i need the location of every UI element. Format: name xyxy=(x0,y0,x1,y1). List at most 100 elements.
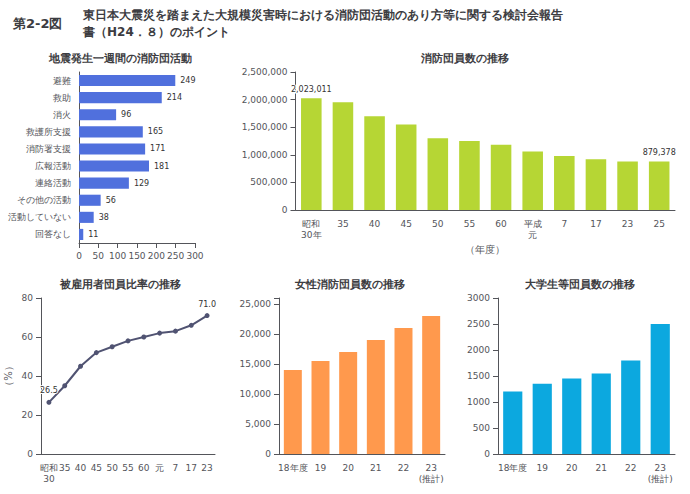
svg-text:500,000: 500,000 xyxy=(250,177,287,187)
svg-text:（%）: （%） xyxy=(3,361,14,391)
svg-text:80: 80 xyxy=(22,293,34,303)
svg-text:22: 22 xyxy=(625,463,636,473)
svg-text:1,500,000: 1,500,000 xyxy=(242,122,288,132)
svg-text:23: 23 xyxy=(201,463,212,473)
svg-text:0: 0 xyxy=(282,205,288,215)
svg-text:249: 249 xyxy=(180,76,195,85)
svg-text:避難: 避難 xyxy=(53,76,71,86)
svg-text:女性消防団員数の推移: 女性消防団員数の推移 xyxy=(294,278,405,291)
svg-text:7: 7 xyxy=(561,219,567,229)
svg-text:回答なし: 回答なし xyxy=(35,229,71,239)
svg-text:17: 17 xyxy=(186,463,197,473)
svg-text:東日本大震災を踏まえた大規模災害時における消防団活動のあり方: 東日本大震災を踏まえた大規模災害時における消防団活動のあり方等に関する検討会報告 xyxy=(82,8,563,22)
svg-text:大学生等団員数の推移: 大学生等団員数の推移 xyxy=(525,278,635,291)
svg-text:19: 19 xyxy=(537,463,549,473)
svg-text:879,378: 879,378 xyxy=(643,148,676,157)
svg-text:その他の活動: その他の活動 xyxy=(17,195,71,205)
svg-text:30年: 30年 xyxy=(301,230,321,240)
svg-text:23: 23 xyxy=(425,463,436,473)
svg-text:40: 40 xyxy=(369,219,381,229)
svg-text:昭和: 昭和 xyxy=(40,463,58,473)
svg-text:地震発生一週間の消防団活動: 地震発生一週間の消防団活動 xyxy=(48,52,192,65)
svg-text:165: 165 xyxy=(148,127,163,136)
svg-text:活動していない: 活動していない xyxy=(8,212,71,222)
svg-text:25: 25 xyxy=(653,219,664,229)
svg-text:50: 50 xyxy=(106,463,118,473)
svg-text:1,000,000: 1,000,000 xyxy=(242,150,288,160)
svg-text:71.0: 71.0 xyxy=(198,300,216,309)
svg-text:被雇用者団員比率の推移: 被雇用者団員比率の推移 xyxy=(59,278,181,291)
svg-text:21: 21 xyxy=(596,463,607,473)
svg-text:181: 181 xyxy=(154,162,169,171)
svg-text:元: 元 xyxy=(155,463,164,473)
svg-text:26.5: 26.5 xyxy=(40,386,58,395)
svg-text:昭和: 昭和 xyxy=(302,219,320,229)
svg-text:20: 20 xyxy=(22,410,34,420)
svg-text:20: 20 xyxy=(342,463,354,473)
svg-text:20,000: 20,000 xyxy=(240,329,272,339)
svg-text:50: 50 xyxy=(432,219,444,229)
svg-text:10,000: 10,000 xyxy=(240,389,272,399)
svg-text:60: 60 xyxy=(495,219,507,229)
svg-text:消火: 消火 xyxy=(53,110,71,120)
svg-text:60: 60 xyxy=(138,463,150,473)
svg-text:96: 96 xyxy=(121,110,131,119)
svg-text:15,000: 15,000 xyxy=(240,359,272,369)
svg-text:18年度: 18年度 xyxy=(498,463,527,473)
svg-text:500: 500 xyxy=(473,423,490,433)
svg-text:23: 23 xyxy=(622,219,633,229)
svg-text:35: 35 xyxy=(59,463,70,473)
svg-text:18年度: 18年度 xyxy=(278,463,307,473)
svg-text:22: 22 xyxy=(398,463,409,473)
svg-text:40: 40 xyxy=(22,371,34,381)
svg-text:（年度）: （年度） xyxy=(465,244,505,255)
svg-text:35: 35 xyxy=(337,219,348,229)
svg-text:30: 30 xyxy=(43,474,55,484)
svg-text:171: 171 xyxy=(150,144,165,153)
svg-text:7: 7 xyxy=(173,463,179,473)
svg-text:20: 20 xyxy=(566,463,578,473)
svg-text:11: 11 xyxy=(88,230,98,239)
svg-text:38: 38 xyxy=(99,213,109,222)
svg-text:広報活動: 広報活動 xyxy=(35,161,71,171)
svg-text:(推計): (推計) xyxy=(419,474,444,484)
svg-text:3000: 3000 xyxy=(467,293,490,303)
svg-text:56: 56 xyxy=(106,196,116,205)
svg-text:(推計): (推計) xyxy=(648,474,673,484)
svg-text:1000: 1000 xyxy=(467,397,490,407)
svg-text:129: 129 xyxy=(134,179,149,188)
svg-text:50: 50 xyxy=(93,251,105,261)
svg-text:214: 214 xyxy=(167,93,182,102)
svg-text:55: 55 xyxy=(122,463,133,473)
svg-text:300: 300 xyxy=(186,251,203,261)
svg-text:0: 0 xyxy=(76,251,82,261)
svg-text:55: 55 xyxy=(464,219,475,229)
svg-text:2000: 2000 xyxy=(467,345,490,355)
svg-text:250: 250 xyxy=(167,251,184,261)
svg-text:元: 元 xyxy=(528,230,537,240)
svg-text:消防署支援: 消防署支援 xyxy=(26,144,71,154)
svg-text:25,000: 25,000 xyxy=(240,299,272,309)
svg-text:200: 200 xyxy=(148,251,165,261)
svg-text:40: 40 xyxy=(75,463,87,473)
svg-text:2,500,000: 2,500,000 xyxy=(242,67,288,77)
svg-text:2,023,011: 2,023,011 xyxy=(291,85,332,94)
svg-text:100: 100 xyxy=(109,251,126,261)
svg-text:0: 0 xyxy=(27,449,33,459)
svg-text:消防団員数の推移: 消防団員数の推移 xyxy=(420,52,509,65)
svg-text:60: 60 xyxy=(22,332,34,342)
svg-text:45: 45 xyxy=(91,463,102,473)
svg-text:1500: 1500 xyxy=(467,371,490,381)
svg-text:第2-2図: 第2-2図 xyxy=(12,16,63,31)
svg-text:0: 0 xyxy=(484,449,490,459)
svg-text:19: 19 xyxy=(315,463,327,473)
svg-text:21: 21 xyxy=(370,463,381,473)
svg-text:150: 150 xyxy=(128,251,145,261)
svg-text:2,000,000: 2,000,000 xyxy=(242,95,288,105)
svg-text:2500: 2500 xyxy=(467,319,490,329)
svg-text:平成: 平成 xyxy=(524,219,542,229)
svg-text:23: 23 xyxy=(655,463,666,473)
svg-text:書（H24．８）のポイント: 書（H24．８）のポイント xyxy=(82,25,230,39)
svg-text:0: 0 xyxy=(265,449,271,459)
svg-text:救護所支援: 救護所支援 xyxy=(25,127,71,137)
